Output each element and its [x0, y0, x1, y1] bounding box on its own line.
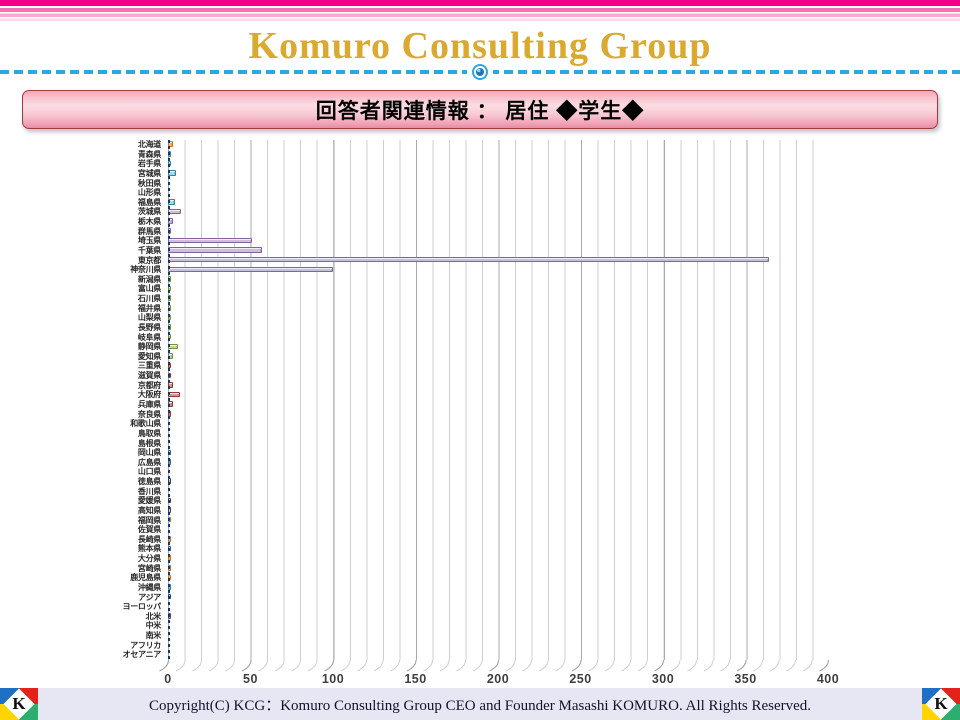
- y-category-label: 愛知県: [137, 351, 161, 361]
- y-axis-labels: 北海道 青森県 岩手県 宮城県 秋田県 山形県 福島県 茨城県 栃木県 群馬県 埼玉県 千葉県 東京都神…: [100, 140, 164, 660]
- x-tick-label: 100: [321, 672, 345, 686]
- y-category-label: 群馬県: [137, 226, 161, 236]
- bar: [168, 266, 333, 273]
- y-category-label: 茨城県: [137, 207, 161, 217]
- y-category-label: 中米: [145, 621, 162, 631]
- y-category-label: 福岡県: [137, 515, 161, 525]
- y-category-label: 富山県: [137, 284, 161, 294]
- y-category-label: 熊本県: [137, 544, 161, 554]
- y-category-label: 青森県: [137, 149, 161, 159]
- y-category-label: 山口県: [137, 467, 161, 477]
- page-title: Komuro Consulting Group: [248, 25, 712, 67]
- y-category-label: 秋田県: [137, 178, 161, 188]
- y-axis-line: [168, 140, 170, 660]
- y-category-label: 大阪府: [137, 390, 161, 400]
- copyright-text: Copyright(C) KCG：Komuro Consulting Group…: [148, 697, 812, 714]
- y-category-label: 岐阜県: [137, 332, 161, 342]
- y-category-label: アフリカ: [130, 640, 161, 650]
- y-category-label: 奈良県: [137, 409, 161, 419]
- y-category-label: 大分県: [137, 554, 161, 564]
- bar: [168, 247, 263, 253]
- y-category-label: 北米: [145, 611, 162, 621]
- x-tick-label: 300: [651, 672, 675, 686]
- y-category-label: 徳島県: [137, 477, 161, 487]
- residence-bar-chart: 北海道 青森県 岩手県 宮城県 秋田県 山形県 福島県 茨城県 栃木県 群馬県 埼玉県 千葉県 東京都神…: [100, 136, 890, 688]
- y-category-label: 南米: [145, 631, 162, 641]
- bar: [168, 237, 253, 244]
- y-category-label: 佐賀県: [137, 525, 161, 535]
- y-category-label: 広島県: [137, 457, 161, 467]
- y-category-label: 三重県: [137, 361, 161, 371]
- x-tick-label: 150: [404, 672, 427, 686]
- x-tick-label: 400: [816, 672, 840, 686]
- y-category-label: 岡山県: [137, 448, 161, 458]
- plot-area: [168, 140, 829, 660]
- y-category-label: 沖縄県: [137, 582, 161, 592]
- bar: [168, 256, 769, 263]
- y-category-label: 長野県: [137, 322, 161, 332]
- y-category-label: 高知県: [137, 505, 161, 515]
- y-category-label: 山形県: [137, 188, 161, 198]
- y-category-label: 愛媛県: [137, 496, 161, 506]
- y-category-label: オセアニア: [122, 650, 162, 660]
- section-banner-label: 回答者関連情報 ： 居住 ◆学生◆: [315, 99, 645, 123]
- y-category-label: 北海道: [137, 140, 161, 149]
- y-category-label: 宮城県: [137, 168, 161, 178]
- y-category-label: アジア: [138, 592, 161, 602]
- y-category-label: 新潟県: [137, 274, 161, 284]
- y-category-label: 神奈川県: [130, 265, 161, 275]
- kcg-logo-left: K: [0, 688, 38, 720]
- y-category-label: 鹿児島県: [130, 573, 161, 583]
- gridline-feet: [159, 659, 830, 672]
- bullseye-icon: [472, 64, 488, 80]
- y-category-label: 栃木県: [137, 217, 161, 227]
- x-tick-label: 200: [486, 672, 510, 686]
- y-category-label: 香川県: [137, 486, 161, 496]
- y-category-label: 島根県: [137, 438, 161, 448]
- top-stripe-band: [0, 0, 960, 22]
- y-category-label: 福島県: [137, 197, 161, 207]
- y-category-label: 埼玉県: [137, 236, 161, 246]
- x-tick-label: 350: [734, 672, 757, 686]
- y-category-label: 山梨県: [137, 313, 161, 323]
- y-category-label: 兵庫県: [137, 400, 161, 409]
- y-category-label: 千葉県: [137, 245, 161, 255]
- y-category-label: 東京都: [137, 255, 161, 265]
- y-category-label: 京都府: [137, 380, 161, 390]
- y-category-label: 和歌山県: [130, 419, 161, 429]
- x-tick-label: 0: [164, 672, 172, 686]
- x-axis-ticks: 0 50 100 150 200 250 300 350 400: [100, 672, 890, 688]
- y-category-label: 鳥取県: [137, 428, 161, 438]
- y-category-label: 長崎県: [137, 534, 161, 544]
- y-category-label: 石川県: [137, 294, 161, 304]
- y-category-label: 宮崎県: [137, 563, 161, 573]
- section-banner: 回答者関連情報 ： 居住 ◆学生◆: [22, 90, 938, 129]
- y-category-label: 福井県: [137, 303, 161, 313]
- x-tick-label: 250: [569, 672, 592, 686]
- y-category-label: 岩手県: [137, 159, 161, 169]
- y-category-label: ヨーロッパ: [122, 602, 162, 612]
- kcg-logo-right: K: [922, 688, 960, 720]
- footer-bar: Copyright(C) KCG：Komuro Consulting Group…: [0, 688, 960, 720]
- x-tick-label: 50: [243, 672, 258, 686]
- logo-letter: K: [12, 694, 26, 713]
- y-category-label: 滋賀県: [137, 371, 161, 381]
- y-category-label: 静岡県: [137, 342, 161, 352]
- logo-letter: K: [934, 694, 948, 713]
